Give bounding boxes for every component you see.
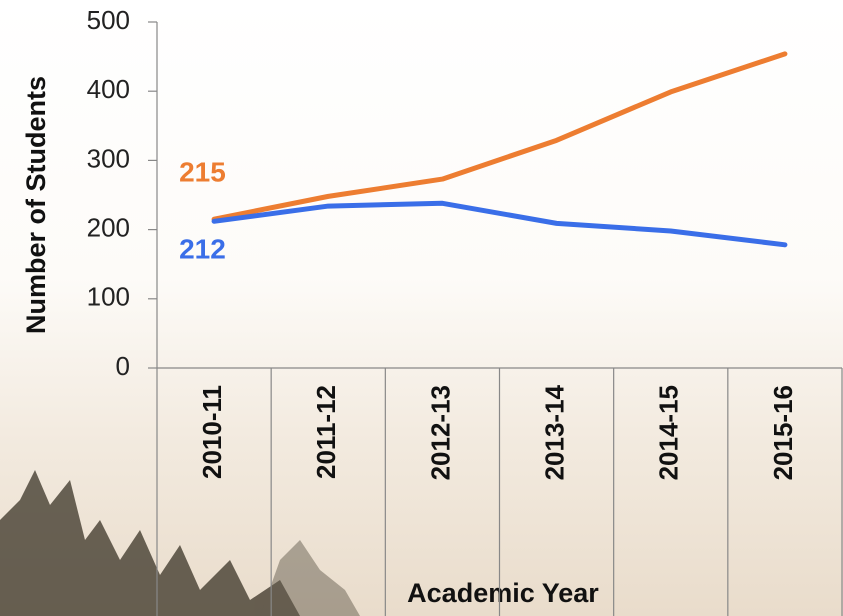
background-trees [0, 470, 360, 616]
value-label: 215 [179, 157, 226, 188]
y-tick-label: 500 [87, 5, 130, 35]
y-axis-title: Number of Students [21, 76, 51, 334]
line-series [211, 200, 788, 248]
y-tick-label: 300 [87, 143, 130, 173]
y-tick-label: 400 [87, 74, 130, 104]
x-axis-title: Academic Year [407, 578, 599, 608]
y-tick-label: 100 [87, 282, 130, 312]
x-tick-label: 2015-16 [768, 385, 798, 480]
x-tick-label: 2014-15 [654, 385, 684, 480]
x-tick-label: 2010-11 [197, 385, 227, 479]
x-tick-label: 2013-14 [539, 384, 569, 480]
y-tick-label: 200 [87, 212, 130, 242]
x-tick-label: 2012-13 [425, 385, 455, 480]
y-tick-label: 0 [116, 351, 130, 381]
value-label: 212 [179, 234, 226, 265]
line-series [211, 51, 788, 222]
x-tick-label: 2011-12 [311, 385, 341, 479]
